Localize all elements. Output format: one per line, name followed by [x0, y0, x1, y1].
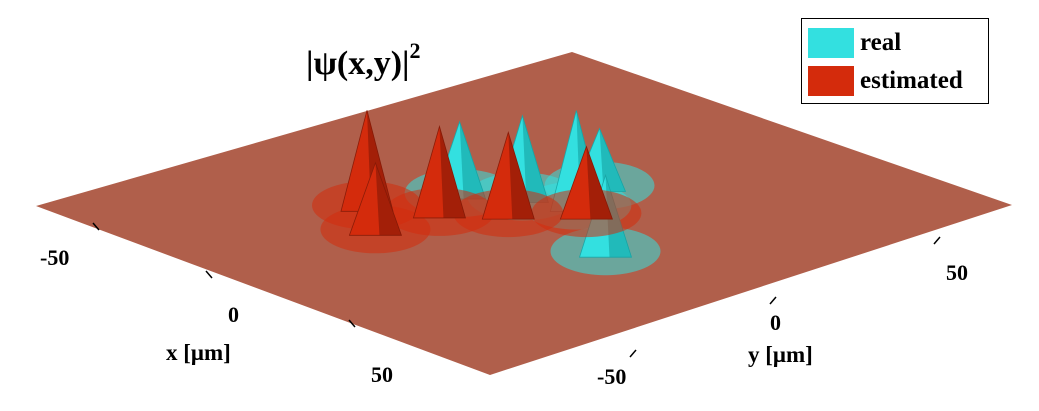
- x-tick-label: -50: [40, 245, 69, 270]
- y-tick-mark: [933, 236, 941, 245]
- legend-swatch-real: [808, 28, 854, 58]
- legend-label-real: real: [860, 29, 902, 56]
- surface-peak-shade: [508, 132, 535, 220]
- legend: real estimated: [801, 18, 989, 104]
- surface-peak-shade: [522, 115, 549, 203]
- series-estimated-surface: [312, 110, 642, 254]
- y-tick-mark: [769, 296, 777, 305]
- surface-peak-shade: [439, 126, 466, 218]
- y-axis-ticks: -50 0 50: [597, 236, 968, 389]
- y-tick-mark: [629, 349, 637, 358]
- y-axis-label: y [μm]: [748, 342, 813, 367]
- x-tick-mark: [205, 270, 213, 279]
- x-tick-mark: [348, 319, 356, 328]
- x-tick-mark: [92, 222, 100, 231]
- legend-label-estimated: estimated: [860, 67, 963, 94]
- y-tick-label: -50: [597, 364, 626, 389]
- x-axis-ticks: -50 0 50: [40, 222, 393, 387]
- surface-peak-shade: [375, 162, 402, 236]
- surface-peak-shade: [459, 121, 486, 199]
- legend-entry-real: real: [808, 28, 901, 58]
- x-axis-label: x [μm]: [166, 340, 231, 365]
- y-tick-label: 0: [770, 310, 781, 335]
- legend-entry-estimated: estimated: [808, 66, 963, 96]
- surface-peak-shade: [586, 146, 613, 220]
- x-tick-label: 50: [371, 362, 393, 387]
- plot-title-base: |ψ(x,y)|: [306, 45, 410, 82]
- x-tick-label: 0: [228, 302, 239, 327]
- legend-swatch-estimated: [808, 66, 854, 96]
- plot-title: |ψ(x,y)|2: [306, 38, 421, 82]
- plot-title-superscript: 2: [410, 38, 421, 63]
- y-tick-label: 50: [946, 260, 968, 285]
